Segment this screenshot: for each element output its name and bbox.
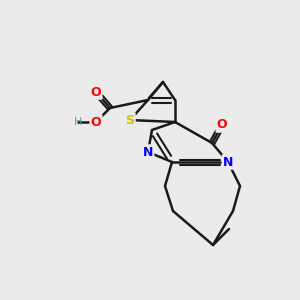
- Text: O: O: [217, 118, 227, 131]
- Text: O: O: [91, 116, 101, 128]
- Text: N: N: [143, 146, 153, 158]
- Text: O: O: [91, 85, 101, 98]
- Text: H: H: [74, 117, 82, 127]
- Text: S: S: [125, 113, 134, 127]
- Text: N: N: [223, 155, 233, 169]
